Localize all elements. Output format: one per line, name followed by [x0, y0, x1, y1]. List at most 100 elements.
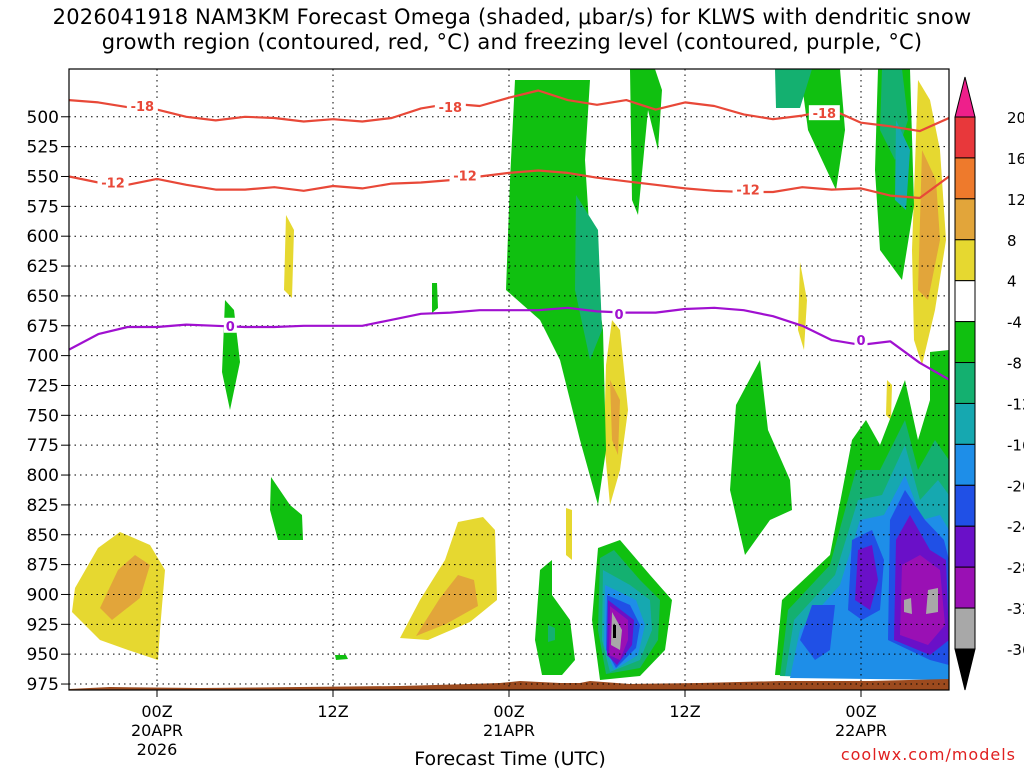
colorbar-bottom-arrow [954, 648, 976, 691]
y-tick-label: 500 [27, 108, 59, 128]
colorbar-label: -28 [1007, 559, 1024, 577]
omega-cell [904, 598, 912, 614]
y-tick-label: 925 [27, 615, 59, 635]
x-tick-label: 00Z [141, 702, 172, 721]
colorbar-label: -8 [1007, 355, 1022, 373]
contour-line [69, 169, 949, 200]
colorbar-swatch [954, 362, 976, 404]
y-tick-label: 975 [27, 675, 59, 695]
colorbar-swatch [954, 607, 976, 650]
x-tick-date: 22APR [835, 721, 887, 740]
contour-label: 0 [856, 334, 865, 349]
colorbar-swatch [954, 157, 976, 200]
x-tick-label: 00Z [845, 702, 876, 721]
omega-cell [730, 360, 792, 555]
omega-cell [535, 560, 575, 675]
y-tick-label: 550 [27, 167, 59, 187]
omega-cell [613, 625, 616, 638]
omega-cell [432, 283, 438, 313]
x-tick-label: 12Z [669, 702, 700, 721]
colorbar-label: -24 [1007, 518, 1024, 536]
x-tick-label: 00Z [493, 702, 524, 721]
y-tick-label: 525 [27, 138, 59, 158]
colorbar-label: -16 [1007, 436, 1024, 454]
colorbar-label: -36 [1007, 641, 1024, 659]
omega-cell [855, 545, 878, 610]
omega-cell [886, 380, 892, 420]
omega-cell [506, 80, 606, 505]
x-tick-label: 12Z [317, 702, 348, 721]
colorbar-swatch [954, 116, 976, 159]
omega-shading [72, 69, 949, 680]
contour-label: 0 [614, 308, 623, 323]
omega-cell [900, 555, 945, 645]
contour-label-bg [97, 174, 129, 190]
contour-labels: -18 -18 -18 -12 -12 -12 0 0 0 [97, 98, 868, 349]
omega-cell [270, 477, 303, 540]
contour-label-bg [434, 99, 466, 115]
colorbar-swatch [954, 239, 976, 282]
colorbar-swatch [954, 484, 976, 527]
contour-label-bg [126, 98, 158, 114]
y-tick-label: 700 [27, 347, 59, 367]
omega-cell [611, 612, 622, 650]
omega-cell [895, 120, 910, 210]
y-tick-label: 625 [27, 257, 59, 277]
colorbar-label: 20 [1007, 109, 1024, 127]
y-tick-label: 600 [27, 227, 59, 247]
colorbar-swatch [954, 280, 976, 323]
omega-cell [775, 69, 812, 108]
colorbar-label: 4 [1007, 273, 1017, 291]
omega-cell [926, 588, 938, 614]
omega-cell [610, 380, 620, 455]
contour-label-bg [612, 305, 626, 321]
y-tick-label: 875 [27, 556, 59, 576]
y-axis: 500 525 550 575 600 625 650 675 700 725 750 775 800 8… [27, 108, 69, 695]
y-tick-label: 650 [27, 287, 59, 307]
contour-label: -12 [736, 184, 760, 199]
colorbar-label: 12 [1007, 191, 1024, 209]
omega-cell [335, 655, 348, 660]
contour-label: -18 [131, 100, 155, 115]
colorbar-label: -20 [1007, 477, 1024, 495]
y-tick-label: 675 [27, 317, 59, 337]
y-tick-label: 750 [27, 406, 59, 426]
omega-cell [100, 555, 150, 620]
y-tick-label: 900 [27, 585, 59, 605]
contour-label-bg [449, 167, 481, 183]
colorbar-label: 8 [1007, 232, 1017, 250]
colorbar-swatch [954, 525, 976, 568]
colorbar-swatch [954, 402, 976, 445]
omega-cell [566, 508, 572, 560]
colorbar-swatch [954, 198, 976, 241]
omega-cell [800, 69, 845, 190]
colorbar-label: 16 [1007, 150, 1024, 168]
x-tick-date: 21APR [483, 721, 535, 740]
colorbar-swatch [954, 443, 976, 486]
colorbar-label: -12 [1007, 395, 1024, 413]
colorbar-swatch [954, 321, 976, 364]
omega-cell [416, 575, 478, 636]
omega-cell [284, 215, 294, 298]
x-tick-date: 20APR [131, 721, 183, 740]
contour-label-bg [808, 105, 840, 121]
x-axis-label: Forecast Time (UTC) [414, 748, 605, 768]
chart-title-line-2: growth region (contoured, red, °C) and f… [101, 30, 923, 54]
colorbar: 20 16 12 8 4 -4 -8 -12 -16 -20 -24 -28 -32 -36 [954, 76, 1024, 691]
contour-label-bg [223, 317, 237, 333]
contour-line [69, 306, 949, 381]
contour-label: -18 [439, 101, 463, 116]
contour-label: -12 [453, 169, 477, 184]
omega-cell [800, 605, 835, 660]
colorbar-swatch [954, 566, 976, 609]
contour-label: -18 [813, 107, 837, 122]
y-tick-label: 775 [27, 436, 59, 456]
credit-link[interactable]: coolwx.com/models [841, 745, 1016, 764]
y-tick-label: 850 [27, 526, 59, 546]
contour-label: 0 [226, 320, 235, 335]
colorbar-label: -4 [1007, 314, 1022, 332]
omega-cell [630, 69, 662, 215]
colorbar-label: -32 [1007, 600, 1024, 618]
